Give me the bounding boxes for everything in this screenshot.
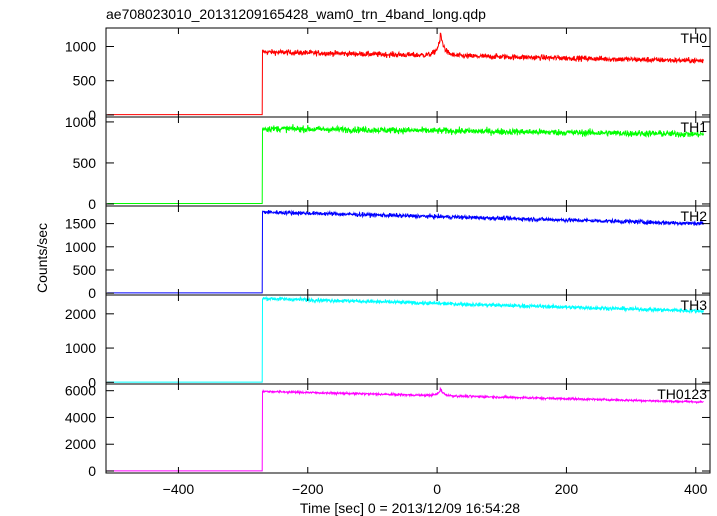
panel-th0: 0 500 1000 TH0 — [65, 27, 711, 123]
panel-label: TH0 — [681, 30, 708, 46]
x-tick-label: 200 — [555, 481, 579, 497]
panel-th1: 0 500 1000 TH1 — [65, 114, 711, 212]
series-line-th1 — [107, 124, 704, 204]
x-tick-label: 400 — [684, 481, 708, 497]
panel-label: TH1 — [681, 119, 708, 135]
chart-title: ae708023010_20131209165428_wam0_trn_4ban… — [106, 6, 486, 22]
panel-label: TH0123 — [657, 386, 707, 402]
y-tick-label: 500 — [73, 73, 97, 89]
series-line-th3 — [107, 295, 704, 383]
y-tick-label: 1000 — [65, 239, 96, 255]
x-tick-label: −200 — [292, 481, 324, 497]
x-tick-label: 0 — [433, 481, 441, 497]
x-axis: −400 −200 0 200 400 — [163, 481, 708, 497]
y-tick-label: 2000 — [65, 306, 96, 322]
series-line-th0123 — [107, 386, 704, 472]
panel-frame — [105, 205, 711, 296]
y-axis-title: Counts/sec — [34, 223, 50, 293]
y-tick-label: 0 — [88, 463, 96, 479]
y-tick-label: 1000 — [65, 114, 96, 130]
panel-label: TH2 — [681, 208, 708, 224]
panel-th3: 0 1000 2000 TH3 — [65, 294, 711, 390]
panel-frame — [105, 27, 711, 118]
x-axis-title: Time [sec] 0 = 2013/12/09 16:54:28 — [300, 500, 520, 516]
y-tick-label: 0 — [88, 285, 96, 301]
panel-label: TH3 — [681, 297, 708, 313]
panel-th2: 0 500 1000 1500 TH2 — [65, 205, 711, 301]
panel-th0123: 0 2000 4000 6000 TH0123 — [65, 383, 711, 479]
y-tick-label: 1500 — [65, 216, 96, 232]
y-tick-label: 4000 — [65, 409, 96, 425]
series-line-th0 — [107, 32, 704, 116]
y-tick-label: 2000 — [65, 436, 96, 452]
y-tick-label: 1000 — [65, 38, 96, 54]
y-tick-label: 6000 — [65, 383, 96, 399]
panel-frame — [105, 383, 711, 474]
y-tick-label: 0 — [88, 196, 96, 212]
y-tick-label: 1000 — [65, 340, 96, 356]
y-tick-label: 0 — [88, 374, 96, 390]
y-tick-label: 0 — [88, 107, 96, 123]
y-tick-label: 500 — [73, 155, 97, 171]
y-tick-label: 500 — [73, 262, 97, 278]
x-tick-label: −400 — [163, 481, 195, 497]
series-line-th2 — [107, 209, 704, 294]
